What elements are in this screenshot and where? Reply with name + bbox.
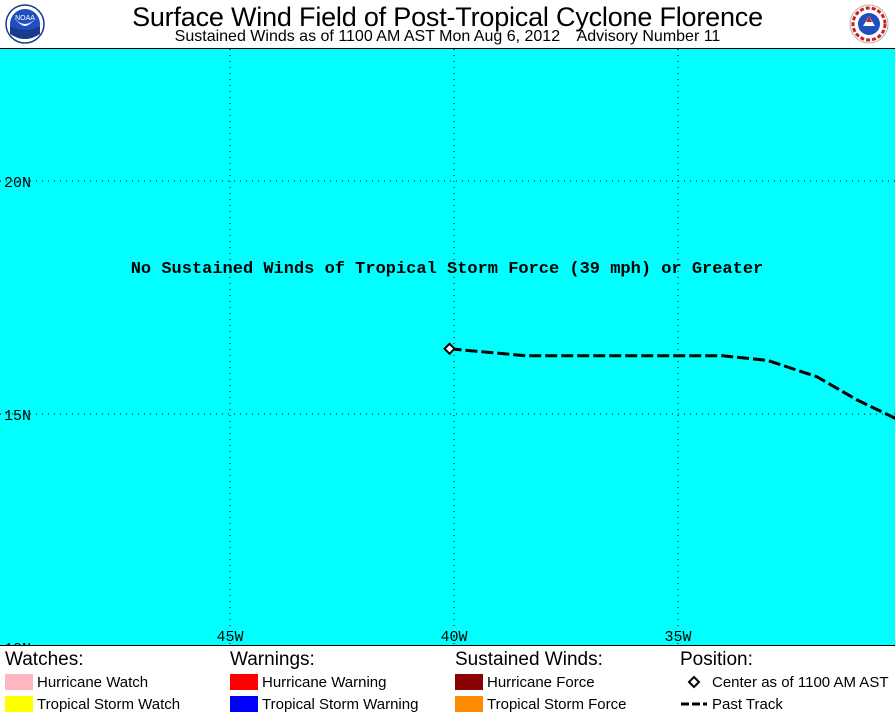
map-area: No Sustained Winds of Tropical Storm For… bbox=[0, 48, 895, 646]
dashed-line-icon bbox=[680, 696, 708, 712]
legend-item-tropical-storm-force: Tropical Storm Force bbox=[455, 694, 626, 716]
legend-label: Hurricane Warning bbox=[262, 674, 387, 691]
hurricane-watch-swatch bbox=[5, 674, 33, 691]
diamond-marker-icon bbox=[680, 674, 708, 690]
legend-item-hurricane-watch: Hurricane Watch bbox=[5, 672, 180, 694]
tropical-storm-force-swatch bbox=[455, 696, 483, 713]
legend-position: Position: Center as of 1100 AM AST Past … bbox=[680, 648, 888, 716]
legend-item-past-track: Past Track bbox=[680, 694, 888, 716]
legend-label: Tropical Storm Warning bbox=[262, 696, 419, 713]
legend-label: Hurricane Force bbox=[487, 674, 595, 691]
tropical-storm-watch-swatch bbox=[5, 696, 33, 713]
lat-label: 10N bbox=[4, 641, 31, 646]
page-title: Surface Wind Field of Post-Tropical Cycl… bbox=[132, 2, 763, 32]
legend-item-hurricane-warning: Hurricane Warning bbox=[230, 672, 418, 694]
legend-winds-heading: Sustained Winds: bbox=[455, 649, 603, 670]
past-track-line bbox=[449, 347, 895, 420]
legend-item-tropical-storm-watch: Tropical Storm Watch bbox=[5, 694, 180, 716]
legend-label: Tropical Storm Force bbox=[487, 696, 627, 713]
legend: Watches: Hurricane Watch Tropical Storm … bbox=[0, 645, 895, 717]
legend-label: Past Track bbox=[712, 696, 783, 713]
legend-item-hurricane-force: Hurricane Force bbox=[455, 672, 626, 694]
legend-label: Tropical Storm Watch bbox=[37, 696, 181, 713]
legend-item-tropical-storm-warning: Tropical Storm Warning bbox=[230, 694, 418, 716]
nws-logo bbox=[849, 4, 889, 44]
advisory-time: Sustained Winds as of 1100 AM AST Mon Au… bbox=[174, 28, 561, 45]
storm-center-marker bbox=[443, 342, 456, 356]
legend-watches: Watches: Hurricane Watch Tropical Storm … bbox=[5, 648, 180, 716]
no-winds-message: No Sustained Winds of Tropical Storm For… bbox=[131, 260, 764, 279]
lon-label: 35W bbox=[664, 629, 691, 646]
noaa-logo-text: NOAA bbox=[15, 15, 35, 22]
hurricane-force-swatch bbox=[455, 674, 483, 691]
page-subtitle: Sustained Winds as of 1100 AM AST Mon Au… bbox=[0, 28, 895, 46]
map-canvas: No Sustained Winds of Tropical Storm For… bbox=[0, 49, 895, 646]
noaa-logo: NOAA bbox=[5, 4, 45, 44]
lon-label: 45W bbox=[216, 629, 243, 646]
legend-label: Hurricane Watch bbox=[37, 674, 149, 691]
hurricane-warning-swatch bbox=[230, 674, 258, 691]
legend-winds: Sustained Winds: Hurricane Force Tropica… bbox=[455, 648, 626, 716]
lat-label: 15N bbox=[4, 408, 31, 425]
lat-label: 20N bbox=[4, 175, 31, 192]
legend-item-center: Center as of 1100 AM AST bbox=[680, 672, 888, 694]
legend-warnings-heading: Warnings: bbox=[230, 649, 315, 670]
legend-warnings: Warnings: Hurricane Warning Tropical Sto… bbox=[230, 648, 418, 716]
advisory-number: Advisory Number 11 bbox=[576, 28, 721, 45]
lon-label: 40W bbox=[440, 629, 467, 646]
legend-watches-heading: Watches: bbox=[5, 649, 84, 670]
legend-label: Center as of 1100 AM AST bbox=[712, 674, 889, 691]
header: NOAA Surface Wind Field of Post-Tropical… bbox=[0, 0, 895, 48]
legend-position-heading: Position: bbox=[680, 649, 753, 670]
tropical-storm-warning-swatch bbox=[230, 696, 258, 713]
